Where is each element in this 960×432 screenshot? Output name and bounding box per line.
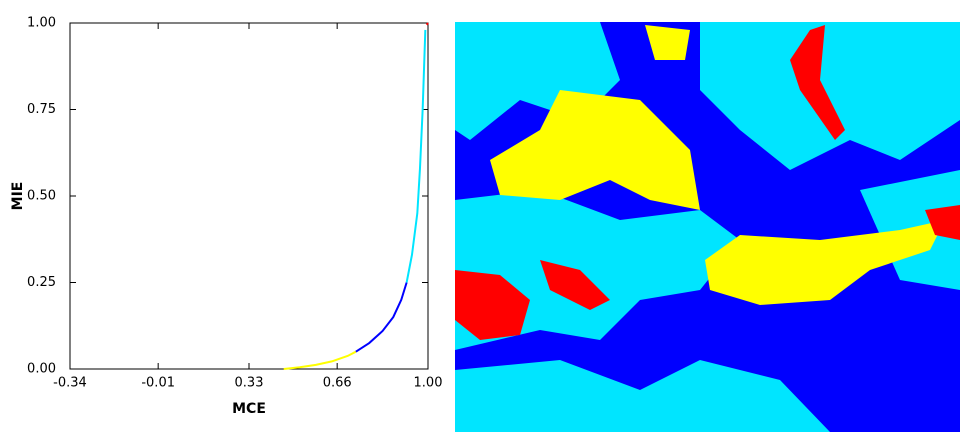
classification-map [455,22,960,432]
map-region [790,25,845,140]
x-tick-label: -0.34 [53,376,87,391]
x-tick-label: -0.01 [141,376,175,391]
map-region [705,220,945,305]
y-tick-label: 1.00 [27,16,56,31]
map-region [455,270,530,340]
x-tick-label: 0.66 [323,376,352,391]
map-region [645,25,690,60]
map-region [925,205,960,240]
y-axis-label: MIE [10,182,26,211]
map-region [540,260,610,310]
data-line [405,29,427,283]
x-tick-label: 1.00 [414,376,443,391]
data-line [425,22,429,26]
map-region [455,360,830,432]
data-line [283,350,357,370]
x-axis-label: MCE [232,401,266,417]
data-line [355,282,408,353]
x-tick-label: 0.33 [235,376,264,391]
y-tick-label: 0.25 [27,275,56,290]
y-tick-label: 0.00 [27,362,56,377]
y-tick-label: 0.75 [27,102,56,117]
map-region [490,90,700,210]
y-tick-label: 0.50 [27,189,56,204]
plot-frame [69,22,429,370]
map-region [700,22,960,170]
